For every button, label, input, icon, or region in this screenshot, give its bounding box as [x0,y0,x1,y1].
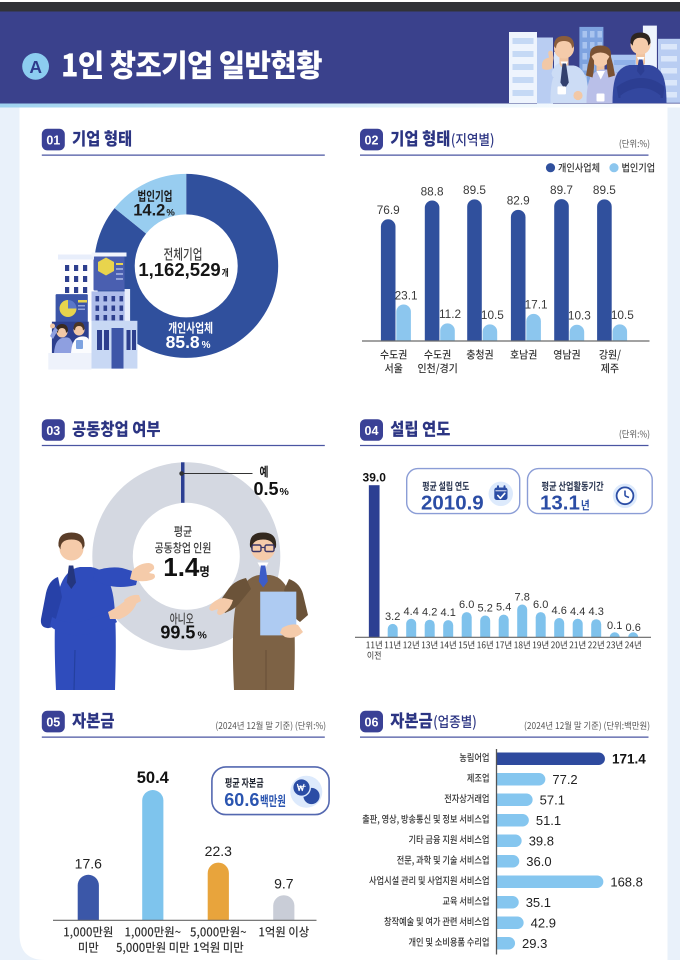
svg-text:3.2: 3.2 [385,611,400,623]
svg-text:4.4: 4.4 [404,606,419,618]
svg-text:4.4: 4.4 [570,606,585,618]
svg-text:05: 05 [46,715,60,729]
svg-text:76.9: 76.9 [377,203,400,217]
svg-text:4.1: 4.1 [441,607,456,619]
svg-text:35.1: 35.1 [526,895,551,910]
svg-text:01: 01 [46,133,60,147]
svg-text:2010.9: 2010.9 [421,492,484,515]
svg-text:A: A [29,57,42,77]
svg-text:9.7: 9.7 [274,876,294,892]
svg-text:06: 06 [365,715,379,729]
svg-text:4.3: 4.3 [589,606,604,618]
svg-text:10.5: 10.5 [481,308,504,322]
svg-text:85.8: 85.8 [166,332,200,352]
svg-text:10.5: 10.5 [611,308,634,322]
svg-text:02: 02 [365,133,379,147]
svg-text:4.6: 4.6 [552,605,567,617]
svg-text:171.4: 171.4 [612,752,646,767]
svg-text:17.1: 17.1 [525,298,548,312]
svg-text:89.5: 89.5 [593,183,616,197]
svg-text:0.6: 0.6 [626,622,641,634]
svg-text:0.5: 0.5 [254,479,279,499]
svg-text:5.2: 5.2 [478,602,493,614]
svg-text:60.6: 60.6 [224,790,259,810]
svg-text:39.0: 39.0 [363,471,387,485]
svg-text:%: % [280,486,290,498]
svg-text:4.2: 4.2 [422,607,437,619]
svg-text:82.9: 82.9 [507,194,530,208]
svg-text:03: 03 [46,424,60,438]
svg-text:6.0: 6.0 [459,599,474,611]
svg-text:57.1: 57.1 [540,792,565,807]
svg-text:1.4: 1.4 [163,552,200,582]
svg-text:29.3: 29.3 [522,936,547,951]
svg-text:22.3: 22.3 [205,843,232,859]
svg-text:1,162,529: 1,162,529 [138,259,220,280]
svg-text:89.7: 89.7 [550,183,573,197]
svg-text:89.5: 89.5 [463,183,486,197]
svg-text:5.4: 5.4 [496,602,511,614]
svg-text:14.2: 14.2 [133,201,165,219]
svg-text:7.8: 7.8 [515,592,530,604]
svg-text:13.1: 13.1 [540,492,580,515]
svg-text:23.1: 23.1 [395,288,418,302]
svg-text:10.3: 10.3 [568,309,591,323]
svg-text:50.4: 50.4 [137,769,170,787]
svg-text:%: % [197,630,207,642]
svg-text:36.0: 36.0 [526,854,551,869]
svg-text:39.8: 39.8 [529,833,554,848]
svg-text:%: % [166,207,175,218]
svg-text:6.0: 6.0 [533,599,548,611]
svg-text:168.8: 168.8 [610,874,643,889]
svg-text:%: % [202,340,211,351]
svg-text:99.5: 99.5 [160,623,195,643]
svg-text:51.1: 51.1 [536,813,561,828]
svg-text:0.1: 0.1 [607,620,622,632]
svg-text:42.9: 42.9 [531,915,556,930]
svg-text:88.8: 88.8 [421,184,444,198]
svg-text:77.2: 77.2 [552,772,577,787]
svg-text:11.2: 11.2 [439,307,461,321]
svg-text:04: 04 [365,424,379,438]
svg-text:17.6: 17.6 [75,855,102,871]
